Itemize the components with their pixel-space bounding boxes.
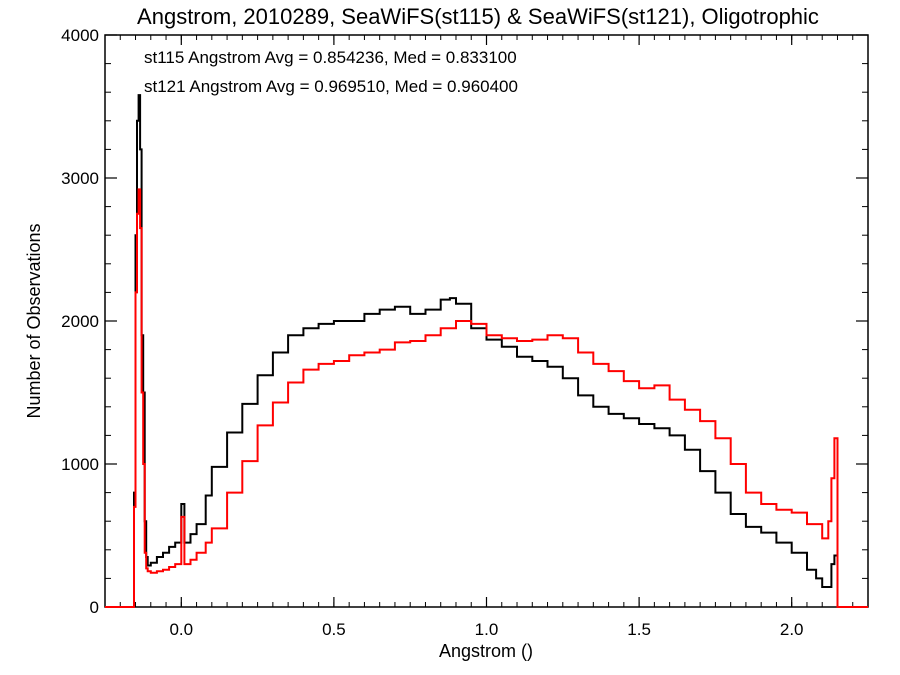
x-tick-label: 1.0 (475, 620, 499, 639)
plot-frame (104, 34, 869, 608)
chart-title: Angstrom, 2010289, SeaWiFS(st115) & SeaW… (137, 4, 819, 29)
y-tick-label: 4000 (61, 26, 99, 45)
axis-ticks (104, 34, 869, 608)
series-layer (105, 94, 868, 608)
x-tick-label: 0.5 (322, 620, 346, 639)
y-tick-label: 2000 (61, 312, 99, 331)
annotation-st121: st121 Angstrom Avg = 0.969510, Med = 0.9… (144, 77, 518, 96)
x-tick-label: 1.5 (627, 620, 651, 639)
y-tick-label: 1000 (61, 455, 99, 474)
y-axis-label: Number of Observations (24, 223, 44, 418)
series-line-st121 (105, 188, 868, 608)
series-line-st115 (105, 94, 868, 608)
y-tick-label: 0 (90, 598, 99, 617)
axis-tick-labels: 0.0 0.5 1.0 1.5 2.0 0 1000 2000 3000 4000 (61, 26, 803, 639)
y-tick-label: 3000 (61, 169, 99, 188)
x-axis-label: Angstrom () (439, 641, 533, 661)
x-tick-label: 0.0 (169, 620, 193, 639)
annotation-st115: st115 Angstrom Avg = 0.854236, Med = 0.8… (144, 48, 517, 67)
x-tick-label: 2.0 (780, 620, 804, 639)
